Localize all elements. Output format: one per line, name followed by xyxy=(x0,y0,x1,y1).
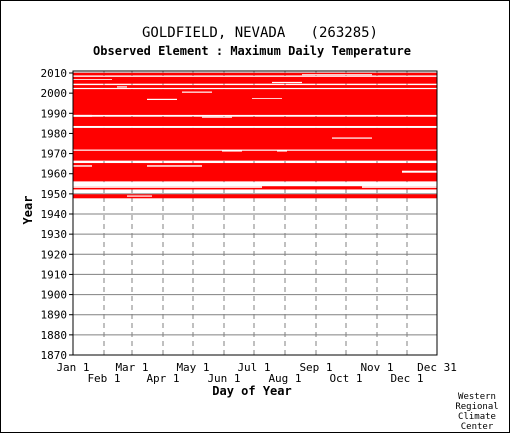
y-tick-label-2010: 2010 xyxy=(41,67,68,80)
y-tick-label-1980: 1980 xyxy=(41,127,68,140)
missing-gap-0 xyxy=(127,195,152,197)
credit-line-4: Center xyxy=(461,422,494,432)
coverage-band-5 xyxy=(73,116,437,126)
coverage-band-2 xyxy=(73,163,437,182)
x-tick-label-mar-1: Mar 1 xyxy=(115,361,148,374)
y-tick-label-1900: 1900 xyxy=(41,289,68,302)
y-tick-label-1960: 1960 xyxy=(41,168,68,181)
y-tick-label-1870: 1870 xyxy=(41,349,68,362)
x-tick-label-dec-31: Dec 31 xyxy=(417,361,457,374)
x-tick-label-oct-1: Oct 1 xyxy=(329,372,362,385)
missing-gap-12 xyxy=(202,116,232,118)
missing-gap-1 xyxy=(73,186,262,188)
x-tick-label-dec-1: Dec 1 xyxy=(390,372,423,385)
chart-title: GOLDFIELD, NEVADA (263285) xyxy=(142,25,378,41)
missing-gap-19 xyxy=(73,79,112,80)
y-axis-label: Year xyxy=(21,196,35,225)
axes xyxy=(69,70,438,356)
y-tick-label-1990: 1990 xyxy=(41,107,68,120)
data-coverage xyxy=(73,72,437,199)
missing-gap-3 xyxy=(73,182,437,186)
missing-gap-16 xyxy=(182,91,212,93)
x-tick-label-aug-1: Aug 1 xyxy=(268,372,301,385)
y-tick-label-1930: 1930 xyxy=(41,228,68,241)
missing-gap-18 xyxy=(272,81,302,84)
missing-gap-2 xyxy=(362,186,437,188)
missing-gap-10 xyxy=(73,125,437,128)
y-tick-label-2000: 2000 xyxy=(41,87,68,100)
coverage-band-9 xyxy=(73,72,437,76)
y-tick-label-1950: 1950 xyxy=(41,188,68,201)
x-tick-label-may-1: May 1 xyxy=(176,361,209,374)
missing-gap-13 xyxy=(73,114,92,117)
credit: Western Regional Climate Center xyxy=(455,392,498,432)
coverage-band-7 xyxy=(73,85,437,88)
coverage-band-8 xyxy=(73,76,437,84)
missing-gap-8 xyxy=(277,150,287,152)
missing-gap-17 xyxy=(117,86,127,88)
coverage-band-3 xyxy=(73,150,437,161)
missing-gap-14 xyxy=(147,98,177,101)
chart-subtitle: Observed Element : Maximum Daily Tempera… xyxy=(93,44,411,58)
missing-gap-20 xyxy=(302,74,372,76)
missing-gap-9 xyxy=(332,137,372,139)
y-tick-label-1970: 1970 xyxy=(41,148,68,161)
y-tick-label-1910: 1910 xyxy=(41,268,68,281)
credit-line-1: Western xyxy=(458,392,496,402)
y-tick-label-1940: 1940 xyxy=(41,208,68,221)
x-tick-label-nov-1: Nov 1 xyxy=(360,361,393,374)
x-axis-label: Day of Year xyxy=(212,384,291,398)
missing-gap-4 xyxy=(402,170,437,173)
missing-gap-15 xyxy=(252,97,282,99)
y-tick-label-1920: 1920 xyxy=(41,248,68,261)
coverage-band-6 xyxy=(73,89,437,115)
credit-line-2: Regional xyxy=(455,402,498,412)
coverage-band-4 xyxy=(73,127,437,150)
x-tick-label-sep-1: Sep 1 xyxy=(299,361,332,374)
missing-gap-11 xyxy=(372,126,402,128)
x-tick-label-jun-1: Jun 1 xyxy=(207,372,240,385)
x-tick-label-feb-1: Feb 1 xyxy=(87,372,120,385)
credit-line-3: Climate xyxy=(458,412,496,422)
missing-gap-6 xyxy=(147,165,202,167)
plot-border xyxy=(72,70,438,356)
x-tick-label-apr-1: Apr 1 xyxy=(146,372,179,385)
missing-gap-7 xyxy=(222,150,242,152)
tick-labels: 1870 1880 1890 1900 1910 1920 1930 1940 1950 1960… xyxy=(41,67,457,385)
x-tick-label-jul-1: Jul 1 xyxy=(237,361,270,374)
missing-gap-5 xyxy=(73,165,92,167)
y-tick-label-1890: 1890 xyxy=(41,309,68,322)
y-tick-label-1880: 1880 xyxy=(41,329,68,342)
coverage-band-0 xyxy=(73,194,437,199)
x-tick-label-jan-1: Jan 1 xyxy=(56,361,89,374)
